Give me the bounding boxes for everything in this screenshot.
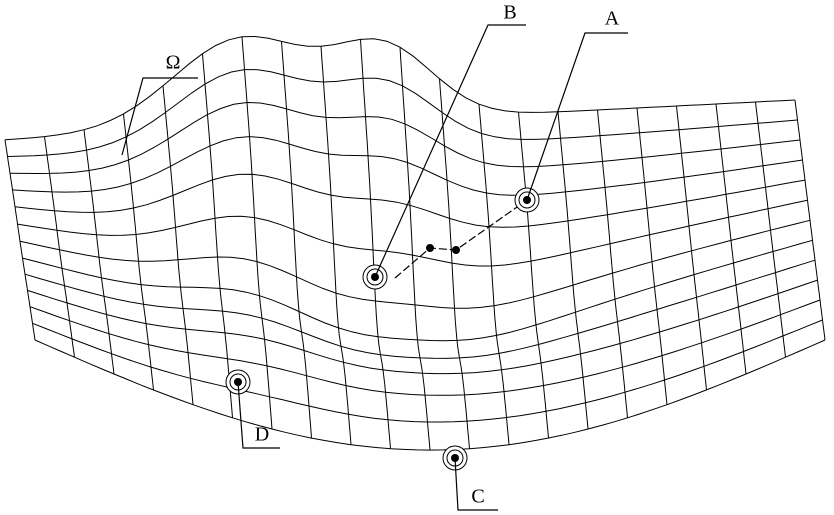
surface-mesh: [5, 37, 825, 451]
mesh-line: [598, 110, 628, 418]
mesh-line: [163, 86, 193, 405]
mesh-line: [23, 240, 813, 340]
label-b: B: [503, 2, 516, 24]
mesh-line: [321, 46, 351, 444]
mesh-line: [45, 137, 75, 358]
path-node: [452, 246, 460, 254]
label-c: C: [471, 486, 484, 508]
mesh-line: [242, 37, 272, 429]
diagram: A B C D Ω: [0, 0, 834, 515]
mesh-line: [282, 41, 312, 438]
point-d: D: [226, 370, 280, 448]
point-c: C: [443, 446, 498, 510]
mesh-line: [400, 47, 430, 450]
label-a: A: [605, 8, 620, 30]
mesh-line: [5, 140, 35, 340]
omega: Ω: [122, 52, 198, 155]
mesh-line: [203, 54, 233, 418]
mesh-line: [637, 108, 667, 405]
mesh-line: [716, 104, 746, 374]
path: [395, 200, 527, 278]
label-d: D: [255, 424, 269, 446]
path-node: [426, 244, 434, 252]
point-a: A: [515, 8, 628, 212]
label-omega: Ω: [166, 52, 181, 74]
mesh-line: [361, 39, 391, 448]
